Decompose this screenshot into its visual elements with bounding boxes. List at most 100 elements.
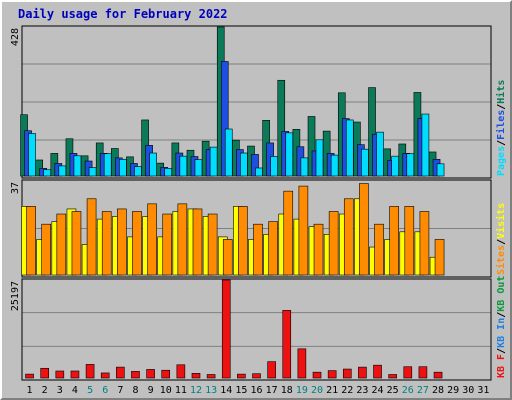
day-label-6: 6: [102, 385, 108, 396]
bar-sites-day-23: [359, 183, 369, 276]
day-label-5: 5: [87, 385, 93, 396]
bar-kb-f-day-4: [70, 370, 80, 379]
bar-pages-day-17: [270, 156, 278, 177]
bar-pages-day-4: [73, 155, 82, 177]
bar-kb-f-day-28: [433, 371, 443, 379]
day-label-13: 13: [205, 385, 217, 396]
bar-sites-day-26: [404, 206, 415, 276]
bar-sites-day-16: [253, 223, 263, 276]
bar-sites-day-27: [419, 211, 430, 276]
day-label-30: 30: [462, 385, 474, 396]
bar-pages-day-2: [43, 169, 51, 177]
day-label-23: 23: [356, 385, 368, 396]
bar-files-day-16: [251, 154, 259, 177]
bar-sites-day-13: [207, 213, 218, 276]
panel-visits_sites: 37 Sites/Visits: [10, 179, 507, 278]
bar-sites-day-8: [132, 211, 142, 276]
day-label-14: 14: [220, 385, 232, 396]
bar-pages-day-5: [88, 167, 97, 177]
day-label-22: 22: [341, 385, 353, 396]
legend-kb-in: KB In: [496, 318, 507, 348]
y-max-label: 428: [10, 28, 21, 46]
bar-pages-day-28: [436, 163, 445, 177]
legend-separator: /: [496, 140, 507, 146]
panel-background: [22, 279, 491, 380]
legend-files: Files: [495, 110, 507, 140]
day-label-12: 12: [190, 385, 202, 396]
bar-kb-f-day-23: [358, 366, 367, 379]
day-label-16: 16: [250, 385, 262, 396]
legend-separator: /: [496, 239, 507, 245]
bar-sites-day-24: [374, 223, 384, 276]
bar-sites-day-9: [147, 203, 157, 276]
bar-kb-f-day-17: [267, 361, 276, 379]
bar-sites-day-21: [328, 211, 339, 276]
bar-sites-day-3: [56, 213, 67, 276]
bar-pages-day-1: [28, 133, 36, 177]
bar-hits-day-24: [368, 87, 376, 177]
day-label-4: 4: [72, 385, 78, 396]
legend-separator: /: [496, 104, 507, 110]
legend-kb-f: KB F: [496, 354, 507, 378]
legend-sites: Sites: [495, 245, 507, 275]
bar-kb-f-day-18: [282, 310, 292, 379]
bar-pages-day-22: [345, 119, 354, 177]
day-label-3: 3: [57, 385, 63, 396]
bar-kb-f-day-7: [116, 366, 125, 379]
day-label-8: 8: [132, 385, 138, 396]
bar-pages-day-12: [194, 159, 203, 177]
bar-kb-f-day-2: [40, 367, 49, 379]
bar-sites-day-22: [343, 198, 354, 276]
day-label-2: 2: [42, 385, 48, 396]
day-label-31: 31: [477, 385, 489, 396]
bar-pages-day-25: [391, 155, 399, 177]
bar-kb-f-day-11: [176, 364, 186, 379]
bar-kb-f-day-12: [191, 373, 201, 379]
bar-pages-day-13: [209, 146, 218, 177]
bar-pages-day-7: [119, 158, 127, 177]
day-label-21: 21: [326, 385, 338, 396]
day-label-25: 25: [387, 385, 399, 396]
bar-sites-day-6: [101, 211, 112, 276]
bar-kb-f-day-26: [403, 366, 413, 379]
bar-kb-f-day-13: [206, 374, 216, 379]
day-label-24: 24: [372, 385, 384, 396]
bar-sites-day-15: [238, 206, 248, 276]
bar-sites-day-28: [434, 239, 445, 276]
bar-sites-day-25: [389, 206, 399, 276]
day-label-29: 29: [447, 385, 459, 396]
bar-kb-f-day-10: [161, 369, 171, 379]
bar-pages-day-10: [164, 168, 173, 177]
bar-pages-day-15: [240, 152, 248, 177]
bar-pages-day-9: [149, 152, 157, 177]
day-label-7: 7: [117, 385, 123, 396]
legend-hits: Hits: [495, 80, 507, 104]
bar-sites-day-18: [283, 190, 294, 276]
legend: Sites/Visits: [495, 203, 507, 275]
y-max-label: 37: [10, 182, 21, 194]
bar-sites-day-2: [41, 223, 51, 276]
bar-pages-day-14: [224, 128, 233, 177]
bar-sites-day-10: [162, 213, 173, 276]
bar-pages-day-18: [285, 132, 294, 177]
day-label-18: 18: [281, 385, 293, 396]
bar-pages-day-21: [330, 154, 339, 177]
bar-pages-day-8: [134, 166, 142, 177]
bar-pages-day-23: [361, 148, 369, 177]
legend: Pages/Files/Hits: [495, 80, 507, 176]
bar-pages-day-26: [406, 153, 415, 177]
bar-kb-f-day-16: [252, 373, 261, 379]
bar-pages-day-24: [376, 131, 384, 177]
bar-sites-day-5: [86, 198, 97, 276]
bar-hits-day-20: [307, 116, 316, 177]
bar-pages-day-11: [179, 155, 188, 177]
day-label-28: 28: [432, 385, 444, 396]
bar-files-day-14: [220, 61, 229, 177]
day-label-27: 27: [417, 385, 429, 396]
day-label-10: 10: [160, 385, 172, 396]
bar-sites-day-1: [26, 206, 36, 276]
bar-sites-day-4: [71, 211, 82, 276]
y-max-label: 25197: [10, 281, 21, 311]
bar-kb-f-day-14: [221, 279, 231, 379]
bar-pages-day-20: [315, 139, 324, 177]
